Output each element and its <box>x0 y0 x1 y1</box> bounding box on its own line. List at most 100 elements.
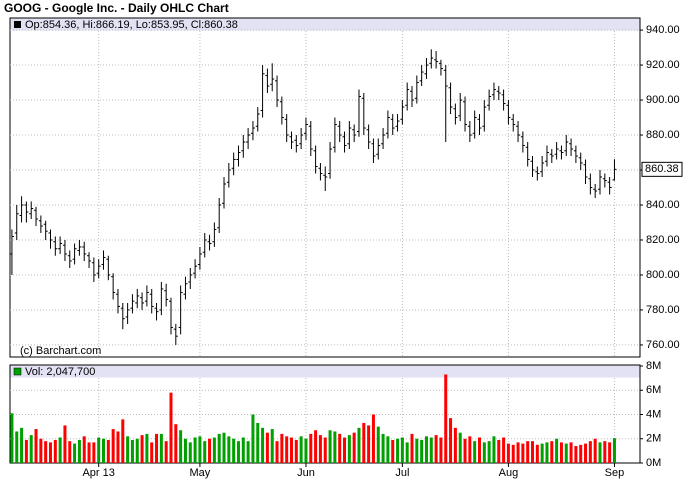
volume-bar <box>526 441 530 463</box>
volume-bar <box>20 427 24 463</box>
y2-tick-label: 4M <box>646 408 661 420</box>
y-tick-label: 800.00 <box>646 269 680 281</box>
volume-bar <box>97 437 101 463</box>
volume-bar <box>304 438 308 463</box>
volume-bar <box>424 436 428 463</box>
volume-bar <box>584 443 588 463</box>
volume-bar <box>588 441 592 463</box>
volume-bar <box>126 436 130 463</box>
y-tick-label: 880.00 <box>646 129 680 141</box>
volume-bar <box>53 439 57 463</box>
ohlc-legend: Op:854.36, Hi:866.19, Lo:853.95, Cl:860.… <box>25 19 238 31</box>
volume-bar <box>492 436 496 463</box>
volume-bar <box>164 441 168 463</box>
volume-bar <box>506 443 510 463</box>
volume-bar <box>116 431 120 463</box>
volume-bar <box>82 436 86 463</box>
y-tick-label: 900.00 <box>646 94 680 106</box>
volume-bar <box>487 441 491 463</box>
volume-bar <box>275 441 279 463</box>
volume-bar <box>246 441 250 463</box>
volume-bar <box>502 437 506 463</box>
volume-bar <box>343 437 347 463</box>
volume-bar <box>574 446 578 463</box>
volume-bar <box>183 438 187 463</box>
volume-bar <box>280 433 284 463</box>
x-tick-label: Apr 13 <box>82 467 114 479</box>
volume-bar <box>415 438 419 463</box>
volume-bar <box>10 413 14 463</box>
volume-bar <box>535 444 539 463</box>
volume-bar <box>140 435 144 463</box>
volume-bar <box>236 441 240 463</box>
volume-bar <box>261 427 265 463</box>
volume-bar <box>289 437 293 463</box>
last-price-label: 860.38 <box>645 163 679 175</box>
volume-bar <box>434 435 438 463</box>
volume-bar <box>299 436 303 463</box>
volume-header <box>10 365 640 378</box>
volume-bar <box>386 436 390 463</box>
volume-bar <box>381 433 385 463</box>
volume-bar <box>531 441 535 463</box>
volume-bar <box>265 432 269 463</box>
volume-bar <box>477 437 481 463</box>
volume-bar <box>73 443 77 463</box>
volume-bar <box>516 442 520 463</box>
volume-bar <box>159 433 163 463</box>
volume-bar <box>111 429 115 463</box>
volume-bar <box>564 443 568 463</box>
volume-bar <box>294 439 298 463</box>
volume-bar <box>198 436 202 463</box>
volume-bar <box>270 429 274 463</box>
volume-bar <box>251 414 255 463</box>
volume-bar <box>169 392 173 463</box>
y-tick-label: 920.00 <box>646 59 680 71</box>
y2-tick-label: 0M <box>646 457 661 469</box>
volume-bar <box>318 435 322 463</box>
volume-bar <box>405 442 409 463</box>
volume-bar <box>593 438 597 463</box>
volume-bar <box>410 433 414 463</box>
volume-bar <box>347 435 351 463</box>
volume-bar <box>87 442 91 463</box>
chart-title: GOOG - Google Inc. - Daily OHLC Chart <box>4 1 229 15</box>
volume-bar <box>92 442 96 463</box>
volume-bar <box>188 442 192 463</box>
volume-bar <box>34 429 38 463</box>
volume-bar <box>285 436 289 463</box>
volume-bar <box>58 437 62 463</box>
volume-bar <box>63 425 67 463</box>
volume-bar <box>550 441 554 463</box>
volume-bar <box>77 439 81 463</box>
volume-bar <box>608 442 612 463</box>
volume-bar <box>44 441 48 463</box>
volume-bar <box>463 438 467 463</box>
y-tick-label: 820.00 <box>646 234 680 246</box>
volume-bar <box>598 442 602 463</box>
volume-bar <box>24 439 28 463</box>
y-tick-label: 840.00 <box>646 199 680 211</box>
volume-bar <box>155 433 159 463</box>
volume-bar <box>453 427 457 463</box>
volume-bar <box>333 431 337 463</box>
volume-bar <box>203 441 207 463</box>
volume-bar <box>612 438 616 463</box>
volume-bar <box>29 435 33 463</box>
volume-bar <box>396 438 400 463</box>
volume-bar <box>444 374 448 463</box>
volume-bar <box>208 438 212 463</box>
volume-bar <box>39 438 43 463</box>
x-tick-label: Jul <box>395 467 409 479</box>
volume-legend: Vol: 2,047,700 <box>25 366 95 378</box>
price-header <box>10 18 640 31</box>
volume-bar <box>15 431 19 463</box>
volume-bar <box>217 433 221 463</box>
x-tick-label: May <box>190 467 211 479</box>
volume-bar <box>130 439 134 463</box>
volume-bar <box>323 437 327 463</box>
volume-bar <box>473 441 477 463</box>
volume-bar <box>579 444 583 463</box>
legend-swatch <box>14 21 21 28</box>
volume-bar <box>540 443 544 463</box>
